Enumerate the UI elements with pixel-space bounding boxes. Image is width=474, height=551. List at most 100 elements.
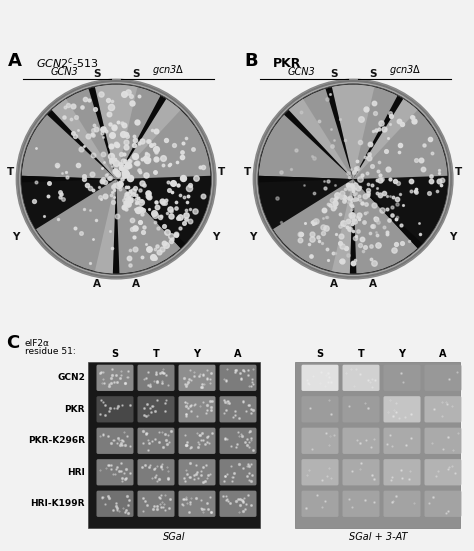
FancyBboxPatch shape <box>383 490 420 517</box>
FancyBboxPatch shape <box>425 490 462 517</box>
FancyBboxPatch shape <box>179 396 216 423</box>
FancyBboxPatch shape <box>425 365 462 391</box>
Wedge shape <box>116 99 210 179</box>
FancyBboxPatch shape <box>301 428 338 454</box>
Text: C: C <box>6 334 19 352</box>
FancyBboxPatch shape <box>343 459 380 485</box>
FancyBboxPatch shape <box>137 490 174 517</box>
Wedge shape <box>116 179 185 248</box>
Text: Y: Y <box>399 349 405 359</box>
Text: PKR: PKR <box>273 57 301 71</box>
Text: PKR-K296R: PKR-K296R <box>28 436 85 445</box>
Text: Y: Y <box>212 232 219 242</box>
Circle shape <box>258 84 448 274</box>
Wedge shape <box>95 179 181 273</box>
Text: GCN3: GCN3 <box>51 67 78 78</box>
Circle shape <box>21 84 211 274</box>
FancyBboxPatch shape <box>137 365 174 391</box>
FancyBboxPatch shape <box>179 459 216 485</box>
Text: A: A <box>132 279 140 289</box>
FancyBboxPatch shape <box>219 428 256 454</box>
Text: A: A <box>369 279 377 289</box>
Text: B: B <box>245 52 258 71</box>
Wedge shape <box>332 179 418 273</box>
FancyBboxPatch shape <box>301 396 338 423</box>
FancyBboxPatch shape <box>97 459 134 485</box>
Text: A: A <box>92 279 100 289</box>
FancyBboxPatch shape <box>383 428 420 454</box>
Text: SGal + 3-AT: SGal + 3-AT <box>349 532 407 542</box>
FancyBboxPatch shape <box>97 490 134 517</box>
Wedge shape <box>259 176 353 182</box>
FancyBboxPatch shape <box>137 459 174 485</box>
Circle shape <box>16 79 216 279</box>
FancyBboxPatch shape <box>301 459 338 485</box>
Wedge shape <box>332 85 418 179</box>
FancyBboxPatch shape <box>383 459 420 485</box>
Wedge shape <box>353 179 422 248</box>
Text: S: S <box>111 349 118 359</box>
Text: GCN2: GCN2 <box>57 374 85 382</box>
Text: S: S <box>369 69 376 79</box>
Text: GCN3: GCN3 <box>288 67 315 78</box>
Wedge shape <box>116 96 166 179</box>
Bar <box>295 362 460 528</box>
Wedge shape <box>52 85 137 179</box>
FancyBboxPatch shape <box>137 428 174 454</box>
Text: residue 51:: residue 51: <box>25 347 76 356</box>
FancyBboxPatch shape <box>179 365 216 391</box>
Text: T: T <box>455 167 462 177</box>
Wedge shape <box>47 110 116 179</box>
FancyBboxPatch shape <box>301 365 338 391</box>
FancyBboxPatch shape <box>343 490 380 517</box>
Wedge shape <box>89 87 116 179</box>
FancyBboxPatch shape <box>383 365 420 391</box>
FancyBboxPatch shape <box>219 396 256 423</box>
Text: gcn3$\Delta$: gcn3$\Delta$ <box>389 63 421 78</box>
Text: S: S <box>132 69 139 79</box>
Wedge shape <box>95 85 181 179</box>
FancyBboxPatch shape <box>97 365 134 391</box>
Wedge shape <box>36 179 116 273</box>
FancyBboxPatch shape <box>97 428 134 454</box>
Text: A: A <box>8 52 21 71</box>
FancyBboxPatch shape <box>343 396 380 423</box>
FancyBboxPatch shape <box>137 396 174 423</box>
Wedge shape <box>273 179 353 273</box>
Text: SGal: SGal <box>163 532 185 542</box>
Wedge shape <box>353 96 403 179</box>
Wedge shape <box>259 99 353 179</box>
FancyBboxPatch shape <box>383 396 420 423</box>
FancyBboxPatch shape <box>219 490 256 517</box>
Text: S: S <box>330 69 337 79</box>
FancyBboxPatch shape <box>179 428 216 454</box>
Wedge shape <box>326 87 353 179</box>
Text: eIF2α: eIF2α <box>25 339 50 348</box>
Wedge shape <box>350 179 356 273</box>
Wedge shape <box>284 110 353 179</box>
Text: T: T <box>8 167 15 177</box>
FancyBboxPatch shape <box>425 459 462 485</box>
Text: A: A <box>439 349 447 359</box>
Wedge shape <box>353 99 447 179</box>
Wedge shape <box>113 179 119 273</box>
Wedge shape <box>22 176 116 182</box>
Text: Y: Y <box>250 232 257 242</box>
Text: Y: Y <box>13 232 20 242</box>
Text: S: S <box>93 69 100 79</box>
Wedge shape <box>289 85 374 179</box>
Text: $GCN2^c$-$513$: $GCN2^c$-$513$ <box>36 56 99 71</box>
Text: Y: Y <box>193 349 201 359</box>
Circle shape <box>253 79 453 279</box>
Text: T: T <box>245 167 252 177</box>
Wedge shape <box>22 99 116 179</box>
FancyBboxPatch shape <box>301 490 338 517</box>
FancyBboxPatch shape <box>179 490 216 517</box>
Text: HRI: HRI <box>67 468 85 477</box>
Text: T: T <box>357 349 365 359</box>
Text: A: A <box>234 349 242 359</box>
FancyBboxPatch shape <box>219 459 256 485</box>
FancyBboxPatch shape <box>97 396 134 423</box>
FancyBboxPatch shape <box>425 396 462 423</box>
FancyBboxPatch shape <box>219 365 256 391</box>
